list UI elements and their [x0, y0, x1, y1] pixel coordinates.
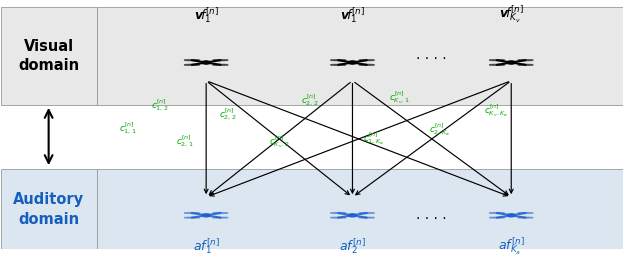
Text: $c_{1,1}^{[n]}$: $c_{1,1}^{[n]}$	[119, 120, 137, 136]
Ellipse shape	[359, 217, 374, 218]
Text: $af_2^{[n]}$: $af_2^{[n]}$	[339, 236, 366, 256]
Ellipse shape	[489, 64, 505, 65]
Text: $c_{1,K_a}^{[n]}$: $c_{1,K_a}^{[n]}$	[363, 131, 383, 147]
Text: Visual
domain: Visual domain	[18, 38, 79, 73]
Circle shape	[348, 61, 356, 64]
Ellipse shape	[213, 217, 228, 218]
Ellipse shape	[518, 60, 534, 61]
Text: . . . .: . . . .	[416, 208, 447, 222]
Bar	[97, 7, 623, 105]
Ellipse shape	[331, 64, 346, 65]
Ellipse shape	[518, 217, 534, 218]
Text: Auditory
domain: Auditory domain	[13, 192, 84, 227]
Text: $c_{1,2}^{[n]}$: $c_{1,2}^{[n]}$	[150, 97, 168, 113]
Ellipse shape	[489, 217, 505, 218]
Ellipse shape	[331, 60, 346, 61]
Ellipse shape	[213, 60, 228, 61]
Circle shape	[507, 61, 515, 64]
Text: $\boldsymbol{v}\!f_1^{[n]}$: $\boldsymbol{v}\!f_1^{[n]}$	[193, 5, 219, 25]
Ellipse shape	[489, 60, 505, 61]
Text: $c_{2,2}^{[n]}$: $c_{2,2}^{[n]}$	[301, 92, 319, 108]
Bar	[1, 7, 97, 105]
Ellipse shape	[518, 64, 534, 65]
Ellipse shape	[184, 217, 200, 218]
Ellipse shape	[331, 217, 346, 218]
Ellipse shape	[184, 60, 200, 61]
Text: $af_1^{[n]}$: $af_1^{[n]}$	[193, 236, 220, 256]
Bar	[97, 169, 623, 249]
Text: $af_{K_a}^{[n]}$: $af_{K_a}^{[n]}$	[498, 236, 525, 257]
Ellipse shape	[359, 60, 374, 61]
Text: $c_{2,1}^{[n]}$: $c_{2,1}^{[n]}$	[175, 134, 193, 149]
Text: $c_{K_v,K_a}^{[n]}$: $c_{K_v,K_a}^{[n]}$	[484, 103, 507, 119]
Text: $c_{2,K_a}^{[n]}$: $c_{2,K_a}^{[n]}$	[429, 121, 450, 138]
Ellipse shape	[359, 64, 374, 65]
Text: $c_{2,2}^{[n]}$: $c_{2,2}^{[n]}$	[219, 107, 236, 122]
Circle shape	[507, 214, 515, 217]
Text: $c_{K_v,2}^{[n]}$: $c_{K_v,2}^{[n]}$	[269, 133, 290, 150]
Text: $\boldsymbol{v}\!f_1^{[n]}$: $\boldsymbol{v}\!f_1^{[n]}$	[340, 5, 365, 25]
Ellipse shape	[213, 64, 228, 65]
Text: $c_{K_v,1}^{[n]}$: $c_{K_v,1}^{[n]}$	[389, 89, 409, 106]
Circle shape	[348, 214, 356, 217]
Circle shape	[202, 214, 210, 217]
Ellipse shape	[184, 64, 200, 65]
Bar	[1, 169, 97, 249]
Circle shape	[202, 61, 210, 64]
Text: . . . .: . . . .	[416, 48, 447, 62]
Text: $\boldsymbol{v}\!f_{K_v}^{[n]}$: $\boldsymbol{v}\!f_{K_v}^{[n]}$	[499, 4, 524, 25]
